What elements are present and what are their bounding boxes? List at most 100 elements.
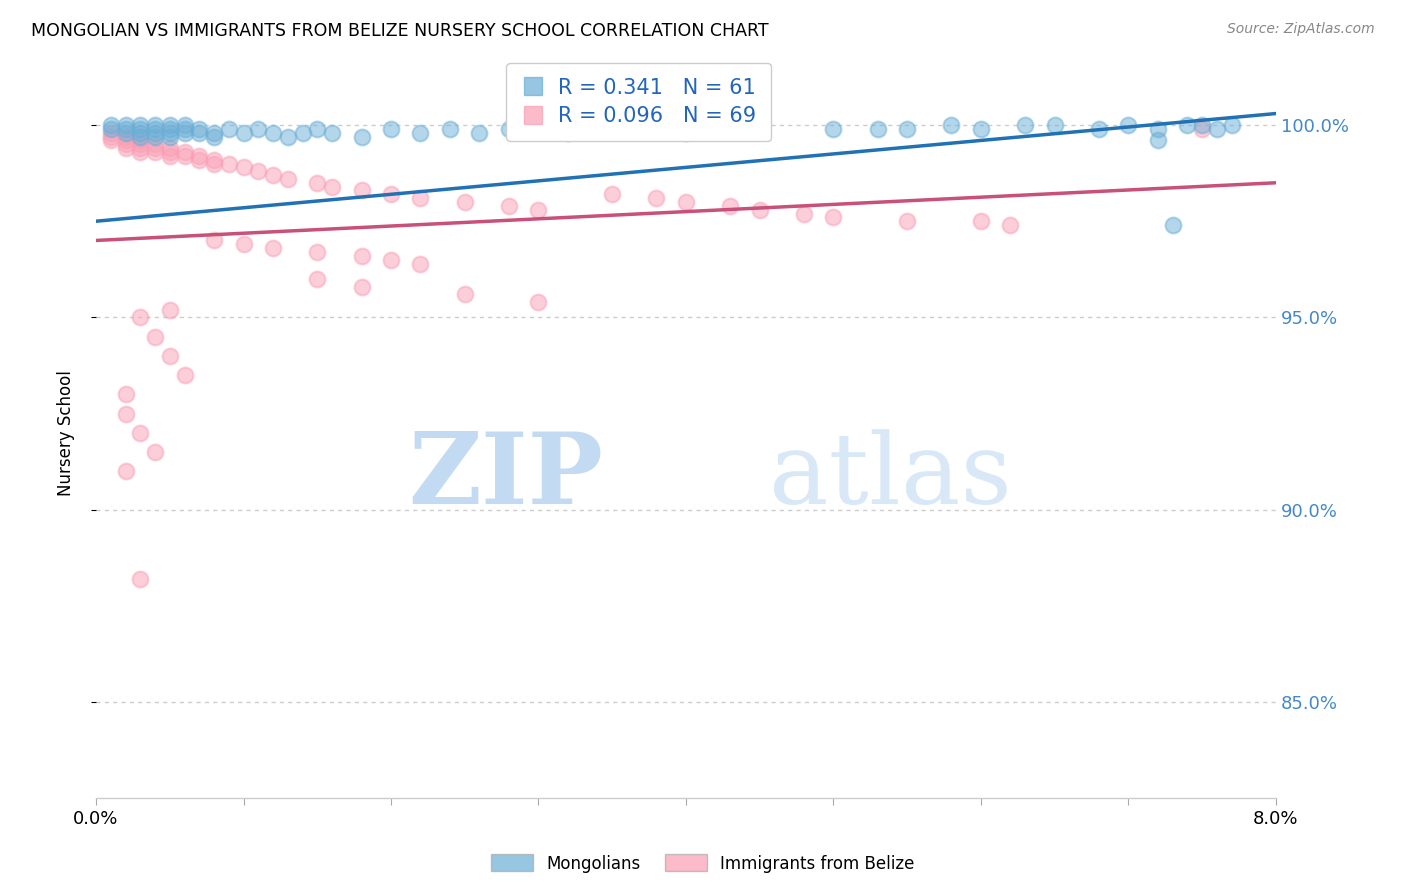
Point (439, 122, 461, 136)
Point (527, 202, 550, 217)
Point (1177, 118, 1199, 132)
Point (129, 137, 152, 152)
Point (173, 368, 195, 382)
Point (173, 145, 195, 159)
Point (247, 122, 270, 136)
Point (970, 122, 993, 136)
Point (232, 161, 254, 175)
Point (100, 133, 122, 147)
Point (218, 122, 240, 136)
Point (159, 141, 181, 155)
Text: Source: ZipAtlas.com: Source: ZipAtlas.com (1227, 22, 1375, 37)
Text: ZIP: ZIP (409, 428, 603, 525)
Point (232, 237, 254, 252)
Point (159, 349, 181, 363)
Point (143, 137, 166, 152)
Point (454, 287, 477, 301)
Point (277, 172, 299, 186)
Point (188, 122, 211, 136)
Point (129, 122, 152, 136)
Point (1191, 118, 1213, 132)
Point (143, 329, 166, 343)
Point (1043, 118, 1066, 132)
Point (748, 122, 770, 136)
Legend: R = 0.341   N = 61, R = 0.096   N = 69: R = 0.341 N = 61, R = 0.096 N = 69 (506, 63, 770, 141)
Point (527, 295, 550, 310)
Point (159, 145, 181, 159)
Point (468, 126, 491, 140)
Point (1220, 118, 1243, 132)
Point (823, 211, 845, 225)
Point (202, 153, 225, 167)
Point (129, 118, 152, 132)
Point (409, 126, 432, 140)
Point (321, 126, 343, 140)
Point (143, 145, 166, 159)
Point (202, 129, 225, 144)
Point (350, 279, 373, 293)
Point (159, 118, 181, 132)
Point (896, 214, 918, 228)
Point (232, 126, 254, 140)
Point (173, 149, 195, 163)
Point (380, 122, 402, 136)
Point (498, 199, 520, 213)
Point (129, 126, 152, 140)
Point (218, 156, 240, 170)
Point (1000, 218, 1022, 232)
Text: MONGOLIAN VS IMMIGRANTS FROM BELIZE NURSERY SCHOOL CORRELATION CHART: MONGOLIAN VS IMMIGRANTS FROM BELIZE NURS… (31, 22, 769, 40)
Point (100, 118, 122, 132)
Point (600, 187, 623, 202)
Point (941, 118, 963, 132)
Point (409, 256, 432, 270)
Point (748, 202, 770, 217)
Point (159, 122, 181, 136)
Point (188, 153, 211, 167)
Point (866, 122, 889, 136)
Point (307, 122, 329, 136)
Point (350, 184, 373, 198)
Point (129, 141, 152, 155)
Point (129, 310, 152, 325)
Point (143, 141, 166, 155)
Point (159, 126, 181, 140)
Point (321, 179, 343, 194)
Point (600, 122, 623, 136)
Point (307, 176, 329, 190)
Point (1161, 218, 1184, 232)
Point (188, 149, 211, 163)
Point (380, 187, 402, 202)
Point (1014, 118, 1036, 132)
Point (247, 164, 270, 178)
Point (114, 141, 136, 155)
Point (202, 156, 225, 170)
Point (143, 126, 166, 140)
Point (129, 129, 152, 144)
Point (114, 129, 136, 144)
Point (143, 122, 166, 136)
Point (527, 122, 550, 136)
Point (202, 126, 225, 140)
Point (114, 133, 136, 147)
Point (675, 126, 697, 140)
Point (793, 206, 815, 220)
Point (645, 191, 668, 205)
Point (114, 126, 136, 140)
Point (291, 126, 314, 140)
Point (307, 245, 329, 260)
Point (159, 149, 181, 163)
Point (675, 194, 697, 209)
Point (718, 199, 741, 213)
Point (143, 445, 166, 459)
Point (100, 122, 122, 136)
Point (498, 122, 520, 136)
Point (173, 118, 195, 132)
Point (557, 126, 579, 140)
Point (114, 464, 136, 478)
Point (159, 129, 181, 144)
Point (129, 145, 152, 159)
Point (350, 249, 373, 263)
Point (409, 191, 432, 205)
Point (307, 272, 329, 286)
Point (454, 194, 477, 209)
